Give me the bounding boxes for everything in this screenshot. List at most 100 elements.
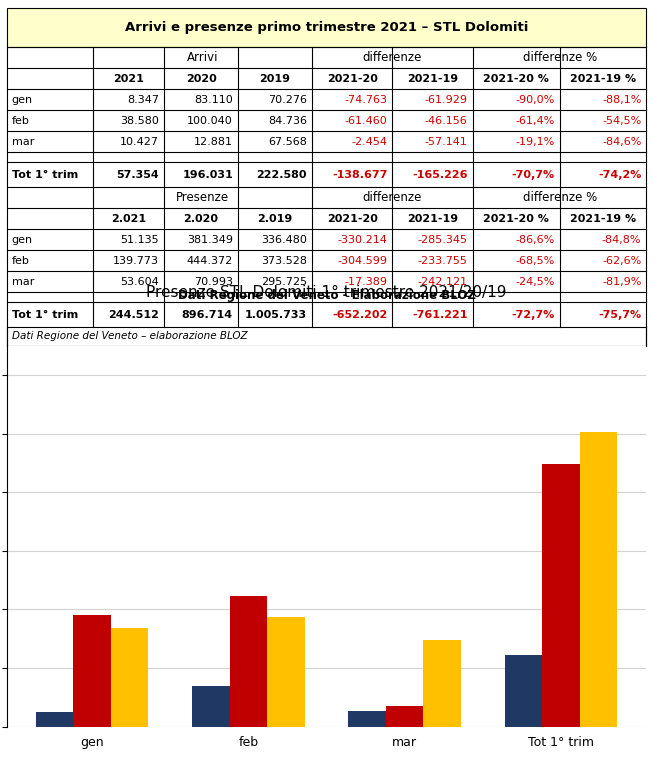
Text: mar: mar — [12, 277, 34, 287]
Text: Arrivi: Arrivi — [187, 51, 219, 64]
Bar — [542, 464, 580, 727]
Text: Arrivi e presenze primo trimestre 2021 – STL Dolomiti: Arrivi e presenze primo trimestre 2021 –… — [125, 21, 528, 34]
Text: 57.354: 57.354 — [116, 170, 159, 179]
Text: -61.929: -61.929 — [424, 95, 468, 104]
Text: 381.349: 381.349 — [187, 235, 233, 245]
Text: -88,1%: -88,1% — [602, 95, 641, 104]
Text: -19,1%: -19,1% — [515, 137, 554, 147]
Bar — [423, 640, 461, 727]
Text: -72,7%: -72,7% — [511, 310, 554, 319]
Bar — [580, 431, 617, 727]
Text: 2020: 2020 — [185, 73, 216, 84]
Text: Tot 1° trim: Tot 1° trim — [12, 310, 78, 319]
Text: feb: feb — [12, 256, 29, 266]
Bar — [36, 712, 73, 727]
Text: -242.121: -242.121 — [417, 277, 468, 287]
Text: 244.512: 244.512 — [108, 310, 159, 319]
Text: 139.773: 139.773 — [113, 256, 159, 266]
Text: -61,4%: -61,4% — [515, 116, 554, 126]
Text: -74,2%: -74,2% — [598, 170, 641, 179]
Text: 373.528: 373.528 — [261, 256, 307, 266]
Text: -46.156: -46.156 — [425, 116, 468, 126]
Text: -70,7%: -70,7% — [511, 170, 554, 179]
Text: -61.460: -61.460 — [345, 116, 387, 126]
Text: -62,6%: -62,6% — [602, 256, 641, 266]
Text: Tot 1° trim: Tot 1° trim — [12, 170, 78, 179]
Text: feb: feb — [12, 116, 29, 126]
Text: 70.276: 70.276 — [268, 95, 307, 104]
Text: 83.110: 83.110 — [194, 95, 233, 104]
Text: 1.005.733: 1.005.733 — [245, 310, 307, 319]
Text: 295.725: 295.725 — [261, 277, 307, 287]
Text: 2021-20: 2021-20 — [326, 213, 377, 223]
Bar — [386, 706, 423, 727]
Text: differenze %: differenze % — [522, 191, 597, 204]
Text: 8.347: 8.347 — [127, 95, 159, 104]
Text: -84,8%: -84,8% — [602, 235, 641, 245]
Text: 2021-20 %: 2021-20 % — [483, 213, 549, 223]
Bar — [7, 8, 646, 47]
Text: Dati Regione del Veneto - Elaborazione BLOZ: Dati Regione del Veneto - Elaborazione B… — [178, 288, 475, 302]
Text: 100.040: 100.040 — [187, 116, 233, 126]
Text: -304.599: -304.599 — [338, 256, 387, 266]
Text: 2.020: 2.020 — [183, 213, 219, 223]
Text: 222.580: 222.580 — [257, 170, 307, 179]
Text: 84.736: 84.736 — [268, 116, 307, 126]
Text: 51.135: 51.135 — [120, 235, 159, 245]
Bar — [73, 615, 111, 727]
Bar — [111, 628, 148, 727]
Text: -81,9%: -81,9% — [602, 277, 641, 287]
Bar — [230, 597, 267, 727]
Text: 444.372: 444.372 — [187, 256, 233, 266]
Text: differenze: differenze — [362, 51, 422, 64]
Text: 12.881: 12.881 — [194, 137, 233, 147]
Text: -761.221: -761.221 — [412, 310, 468, 319]
Text: -17.389: -17.389 — [344, 277, 387, 287]
Text: 2021-20: 2021-20 — [326, 73, 377, 84]
Text: 2021-20 %: 2021-20 % — [483, 73, 549, 84]
Text: -57.141: -57.141 — [425, 137, 468, 147]
Text: -330.214: -330.214 — [338, 235, 387, 245]
Text: -86,6%: -86,6% — [515, 235, 554, 245]
Text: Presenze: Presenze — [176, 191, 229, 204]
Text: 2.019: 2.019 — [257, 213, 293, 223]
Text: 53.604: 53.604 — [120, 277, 159, 287]
Text: 336.480: 336.480 — [261, 235, 307, 245]
Text: gen: gen — [12, 235, 33, 245]
Text: Dati Regione del Veneto – elaborazione BLOZ: Dati Regione del Veneto – elaborazione B… — [12, 332, 247, 341]
Bar — [505, 655, 542, 727]
Text: -75,7%: -75,7% — [598, 310, 641, 319]
Text: 67.568: 67.568 — [268, 137, 307, 147]
Text: -68,5%: -68,5% — [515, 256, 554, 266]
Text: differenze %: differenze % — [522, 51, 597, 64]
Text: -90,0%: -90,0% — [515, 95, 554, 104]
Bar — [192, 686, 230, 727]
Text: mar: mar — [12, 137, 34, 147]
Text: 2.021: 2.021 — [111, 213, 146, 223]
Text: -285.345: -285.345 — [418, 235, 468, 245]
Text: 70.993: 70.993 — [194, 277, 233, 287]
Text: 2021: 2021 — [113, 73, 144, 84]
Text: -54,5%: -54,5% — [602, 116, 641, 126]
Text: 2021-19: 2021-19 — [407, 73, 458, 84]
Text: -74.763: -74.763 — [344, 95, 387, 104]
Text: gen: gen — [12, 95, 33, 104]
Text: 38.580: 38.580 — [120, 116, 159, 126]
Text: 2021-19 %: 2021-19 % — [570, 73, 636, 84]
Text: -84,6%: -84,6% — [602, 137, 641, 147]
Text: 896.714: 896.714 — [182, 310, 233, 319]
Bar — [349, 711, 386, 727]
Text: 10.427: 10.427 — [120, 137, 159, 147]
Text: -2.454: -2.454 — [351, 137, 387, 147]
Text: 2021-19 %: 2021-19 % — [570, 213, 636, 223]
Text: 196.031: 196.031 — [182, 170, 233, 179]
Text: -652.202: -652.202 — [332, 310, 387, 319]
Text: 2021-19: 2021-19 — [407, 213, 458, 223]
Title: Presenze STL Dolomiti 1° trimestre 2021/20/19: Presenze STL Dolomiti 1° trimestre 2021/… — [146, 285, 507, 300]
Text: -165.226: -165.226 — [412, 170, 468, 179]
Text: -24,5%: -24,5% — [515, 277, 554, 287]
Bar — [267, 617, 304, 727]
Text: 2019: 2019 — [259, 73, 291, 84]
Text: -138.677: -138.677 — [332, 170, 387, 179]
Text: -233.755: -233.755 — [418, 256, 468, 266]
